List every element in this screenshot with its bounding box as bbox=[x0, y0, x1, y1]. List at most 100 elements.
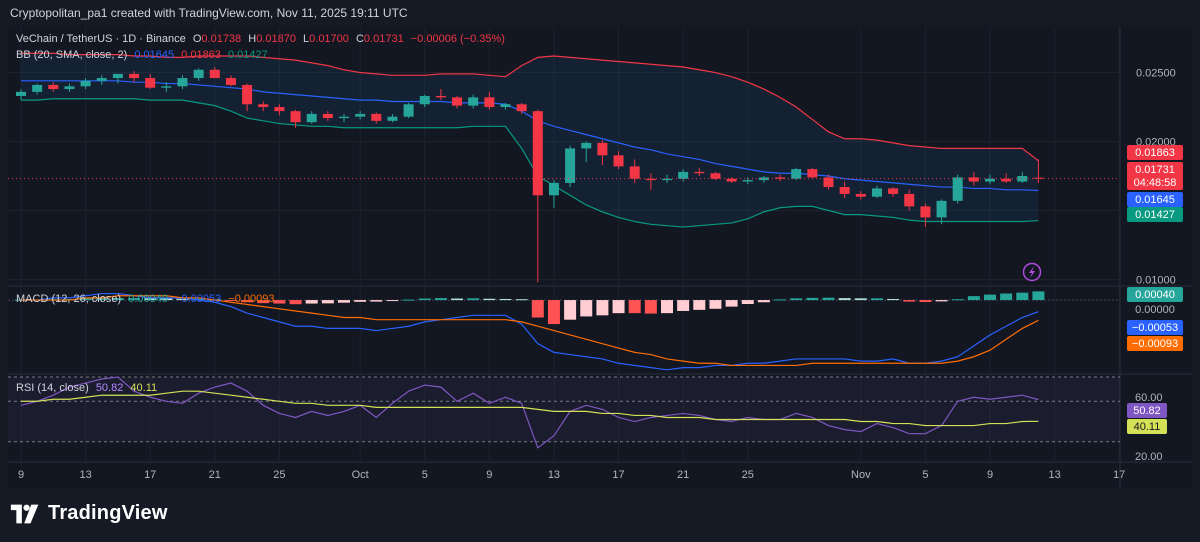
candle-body bbox=[904, 193, 915, 207]
macd-hist-bar bbox=[741, 300, 754, 304]
legend-macd: MACD (12, 26, close) 0.00040 −0.00053 −0… bbox=[16, 293, 274, 305]
macd-hist-bar bbox=[434, 298, 447, 301]
macd-hist-bar bbox=[273, 300, 286, 304]
macd-hist-bar bbox=[790, 298, 803, 301]
x-tick-label: 25 bbox=[273, 469, 285, 481]
macd-hist-bar bbox=[467, 298, 480, 301]
candle-body bbox=[209, 69, 220, 79]
macd-hist-bar bbox=[757, 300, 770, 303]
candle-body bbox=[871, 188, 882, 197]
candle-body bbox=[985, 178, 995, 182]
macd-hist-bar bbox=[935, 300, 948, 302]
chart-frame bbox=[8, 26, 1192, 488]
candle-body bbox=[484, 97, 495, 108]
candle-body bbox=[435, 95, 446, 98]
macd-hist-bar bbox=[224, 300, 237, 302]
legend-line-1: VeChain / TetherUS · 1D · Binance O0.017… bbox=[16, 33, 505, 45]
macd-hist-bar bbox=[289, 300, 302, 305]
rsi-ma-line bbox=[21, 390, 1039, 427]
rsi-tag-value-text: 50.82 bbox=[1133, 405, 1161, 417]
macd-hist-bar bbox=[677, 300, 690, 311]
legend-bb-lower: 0.01427 bbox=[228, 49, 268, 61]
macd-hist-bar bbox=[402, 299, 415, 301]
grid-layer bbox=[8, 27, 1192, 488]
legend-macd-line: −0.00053 bbox=[175, 293, 221, 305]
legend-rsi: RSI (14, close) 50.82 40.11 bbox=[16, 382, 157, 394]
legend-rsi-ma: 40.11 bbox=[130, 382, 157, 394]
macd-hist-bar bbox=[370, 300, 383, 302]
macd-hist-bar bbox=[644, 300, 657, 314]
candle-body bbox=[548, 182, 559, 196]
candle-body bbox=[258, 104, 269, 108]
lightning-icon[interactable] bbox=[1022, 262, 1042, 282]
candle-body bbox=[500, 104, 511, 108]
rsi-tag-bottom: 20.00 bbox=[1135, 451, 1163, 463]
price-tag-lower-text: 0.01427 bbox=[1135, 209, 1175, 221]
rsi-tag-top: 60.00 bbox=[1135, 392, 1163, 404]
x-tick-label: 25 bbox=[742, 469, 754, 481]
x-tick-label: 13 bbox=[548, 469, 560, 481]
rsi-tag-ma: 40.11 bbox=[1127, 419, 1167, 434]
macd-layer bbox=[8, 291, 1120, 371]
macd-hist-bar bbox=[95, 298, 108, 301]
candle-body bbox=[839, 187, 850, 194]
macd-hist-bar bbox=[176, 298, 189, 301]
macd-line bbox=[21, 292, 1039, 371]
x-tick-label: 5 bbox=[922, 469, 928, 481]
candle-body bbox=[662, 178, 672, 181]
macd-hist-bar bbox=[725, 300, 738, 307]
macd-tag-hist: 0.00040 bbox=[1127, 287, 1183, 302]
x-tick-label: 5 bbox=[422, 469, 428, 481]
legend-l-label: L bbox=[303, 33, 309, 45]
candles-layer bbox=[8, 67, 1120, 283]
macd-hist-bar bbox=[79, 298, 92, 301]
bollinger-bands bbox=[21, 52, 1039, 228]
macd-hist-bar bbox=[192, 298, 205, 301]
macd-hist-bar bbox=[887, 298, 900, 301]
candle-body bbox=[936, 200, 947, 218]
macd-hist-bar bbox=[1032, 291, 1045, 301]
candle-body bbox=[888, 188, 899, 194]
macd-hist-bar bbox=[547, 300, 560, 325]
candle-body bbox=[823, 177, 834, 188]
candle-body bbox=[193, 69, 204, 79]
candle-body bbox=[629, 166, 640, 179]
candle-body bbox=[1001, 178, 1012, 182]
macd-hist-bar bbox=[693, 300, 706, 310]
bb-lower-line bbox=[21, 98, 1039, 228]
tradingview-logo: TradingView bbox=[10, 502, 168, 525]
candle-body bbox=[613, 155, 624, 167]
macd-hist-bar bbox=[919, 300, 932, 303]
candle-body bbox=[565, 148, 576, 183]
macd-tag-signal: −0.00093 bbox=[1127, 336, 1183, 351]
candle-body bbox=[1017, 176, 1028, 182]
legend-high: 0.01870 bbox=[256, 33, 296, 45]
macd-hist-bar bbox=[903, 300, 916, 302]
rsi-line bbox=[20, 376, 1039, 449]
price-tag-upper: 0.01863 bbox=[1127, 145, 1183, 160]
macd-hist-bar bbox=[628, 300, 641, 314]
legend-bb: BB (20, SMA, close, 2) 0.01645 0.01863 0… bbox=[16, 49, 268, 61]
candle-body bbox=[403, 104, 414, 117]
candle-body bbox=[48, 84, 59, 90]
candle-body bbox=[16, 91, 26, 96]
x-tick-label: 17 bbox=[144, 469, 156, 481]
price-tag-close: 0.01731 04:48:58 bbox=[1127, 162, 1183, 190]
macd-hist-bar bbox=[305, 300, 318, 304]
candle-body bbox=[694, 171, 705, 174]
macd-hist-bar bbox=[354, 300, 367, 302]
rsi-layer bbox=[8, 376, 1120, 449]
macd-hist-bar bbox=[984, 294, 996, 301]
legend-macd-label: MACD (12, 26, close) bbox=[16, 293, 121, 305]
macd-signal-line bbox=[21, 295, 1039, 367]
candle-body bbox=[145, 78, 156, 88]
macd-hist-bar bbox=[596, 300, 609, 316]
candle-body bbox=[371, 113, 382, 121]
legend-close: 0.01731 bbox=[364, 33, 404, 45]
candle-body bbox=[32, 84, 43, 92]
candle-body bbox=[387, 116, 398, 121]
x-tick-label: Oct bbox=[352, 469, 369, 481]
x-tick-label: 9 bbox=[987, 469, 993, 481]
price-tag-upper-text: 0.01863 bbox=[1135, 147, 1175, 159]
